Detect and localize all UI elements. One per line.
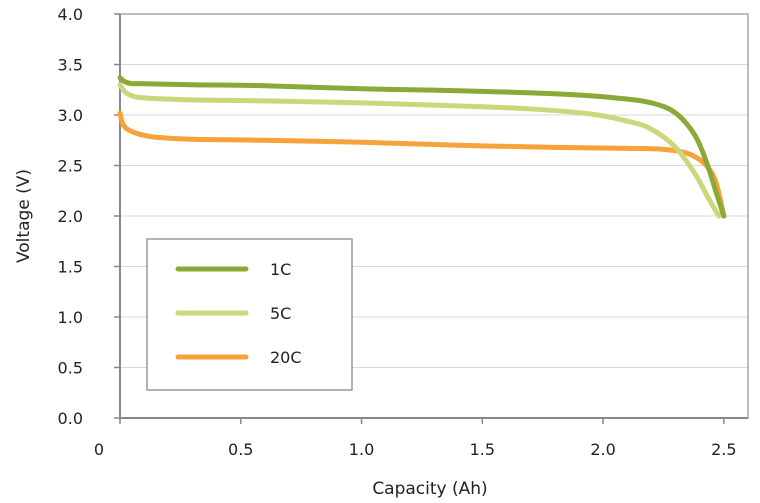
x-tick-label: 2.5: [711, 440, 736, 459]
axis-ticks: 0.0 0.5 1.0 1.5 2.0 2.5 3.0 3.5 4.0 0 0.5 1.0 1.5 2.0…: [58, 5, 737, 459]
y-tick-label: 4.0: [58, 5, 83, 24]
x-axis-title: Capacity (Ah): [372, 479, 487, 499]
y-tick-label: 0.0: [58, 409, 83, 428]
legend: 1C 5C 20C: [146, 238, 353, 391]
series-line-1c: [117, 75, 727, 219]
y-tick-label: 2.5: [58, 157, 83, 176]
y-tick-label: 3.5: [58, 56, 83, 75]
y-tick-label: 1.0: [58, 308, 83, 327]
legend-label-1c: 1C: [270, 260, 291, 279]
x-tick-label: 0.5: [228, 440, 253, 459]
y-tick-label: 1.5: [58, 258, 83, 277]
y-tick-label: 3.0: [58, 106, 83, 125]
x-tick-label: 0: [94, 440, 104, 459]
x-tick-label: 1.0: [349, 440, 374, 459]
x-tick-label: 1.5: [470, 440, 495, 459]
y-axis-title: Voltage (V): [14, 169, 34, 263]
y-tick-label: 0.5: [58, 359, 83, 378]
legend-label-5c: 5C: [270, 304, 291, 323]
legend-label-20c: 20C: [270, 348, 302, 367]
y-tick-label: 2.0: [58, 207, 83, 226]
series-line-20c: [117, 110, 727, 219]
series-line-5c: [117, 82, 722, 219]
legend-box: [146, 238, 353, 391]
series-lines: [117, 75, 727, 219]
x-tick-label: 2.0: [590, 440, 615, 459]
